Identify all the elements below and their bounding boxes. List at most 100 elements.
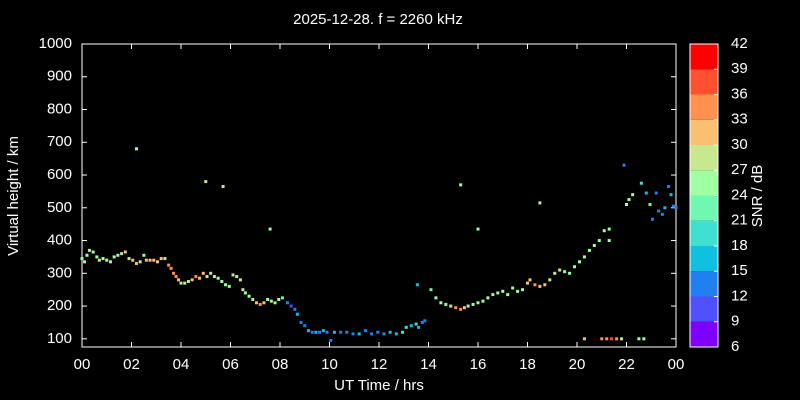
point: [285, 301, 289, 305]
point: [345, 330, 349, 334]
point: [415, 283, 419, 287]
point: [602, 229, 606, 233]
point: [177, 278, 181, 282]
point: [216, 276, 220, 280]
point: [80, 257, 84, 261]
colorbar-band: [690, 246, 718, 272]
point: [459, 183, 463, 187]
point: [639, 181, 643, 185]
point: [533, 283, 537, 287]
point: [459, 307, 463, 311]
x-tick-label: 16: [470, 356, 487, 373]
point: [600, 337, 604, 341]
colorbar-tick-label: 39: [731, 60, 748, 77]
plot-frame: [81, 43, 677, 348]
point: [573, 265, 577, 269]
point: [321, 329, 325, 333]
point: [82, 260, 86, 264]
point: [194, 275, 198, 279]
point: [247, 294, 251, 298]
point: [306, 329, 310, 333]
point: [414, 322, 418, 326]
point: [597, 239, 601, 243]
point: [209, 271, 213, 275]
colorbar-tick-label: 42: [731, 35, 748, 52]
point: [112, 255, 116, 259]
point: [325, 330, 329, 334]
y-tick-label: 100: [47, 330, 72, 347]
point: [314, 330, 318, 334]
point: [142, 253, 146, 257]
point: [444, 302, 448, 306]
point: [131, 258, 135, 262]
point: [637, 337, 641, 341]
point: [610, 337, 614, 341]
point: [95, 255, 99, 259]
point: [449, 304, 453, 308]
point: [466, 304, 470, 308]
colorbar-tick-label: 12: [731, 287, 748, 304]
point: [295, 312, 299, 316]
point: [434, 296, 438, 300]
point: [108, 260, 112, 264]
colorbar-tick-label: 21: [731, 212, 748, 229]
x-tick-label: 00: [668, 356, 685, 373]
point: [254, 301, 258, 305]
point: [152, 258, 156, 262]
y-tick-label: 600: [47, 166, 72, 183]
point: [172, 271, 176, 275]
point: [404, 325, 408, 329]
point: [511, 286, 515, 290]
point: [439, 301, 443, 305]
point: [674, 206, 678, 210]
x-tick-label: 08: [272, 356, 289, 373]
point: [481, 299, 485, 303]
y-tick-label: 400: [47, 232, 72, 249]
colorbar-band: [690, 44, 718, 70]
point: [370, 332, 374, 336]
point: [471, 302, 475, 306]
point: [582, 255, 586, 259]
point: [91, 250, 95, 254]
point: [174, 275, 178, 279]
point: [148, 258, 152, 262]
x-axis-label: UT Time / hrs: [334, 377, 424, 394]
point: [409, 324, 413, 328]
point: [657, 209, 661, 213]
point: [266, 298, 270, 302]
point: [205, 275, 209, 279]
point: [476, 227, 480, 231]
point: [116, 253, 120, 257]
point: [521, 288, 525, 292]
point: [563, 270, 567, 274]
colorbar-band: [690, 220, 718, 246]
colorbar-band: [690, 271, 718, 297]
point: [587, 248, 591, 252]
x-tick-label: 14: [420, 356, 437, 373]
point: [186, 279, 190, 283]
point: [669, 193, 673, 197]
point: [204, 180, 208, 184]
point: [221, 184, 225, 188]
point: [224, 283, 228, 287]
y-tick-label: 300: [47, 264, 72, 281]
point: [528, 278, 532, 282]
colorbar-band: [690, 321, 718, 347]
point: [310, 330, 314, 334]
point: [318, 330, 322, 334]
point: [516, 289, 520, 293]
x-tick-label: 02: [123, 356, 140, 373]
point: [134, 147, 138, 151]
point: [648, 203, 652, 207]
colorbar-tick-label: 24: [731, 186, 748, 203]
point: [454, 306, 458, 310]
point: [351, 332, 355, 336]
point: [417, 325, 421, 329]
point: [394, 332, 398, 336]
point: [190, 278, 194, 282]
point: [660, 212, 664, 216]
point: [280, 296, 284, 300]
x-tick-label: 20: [569, 356, 586, 373]
